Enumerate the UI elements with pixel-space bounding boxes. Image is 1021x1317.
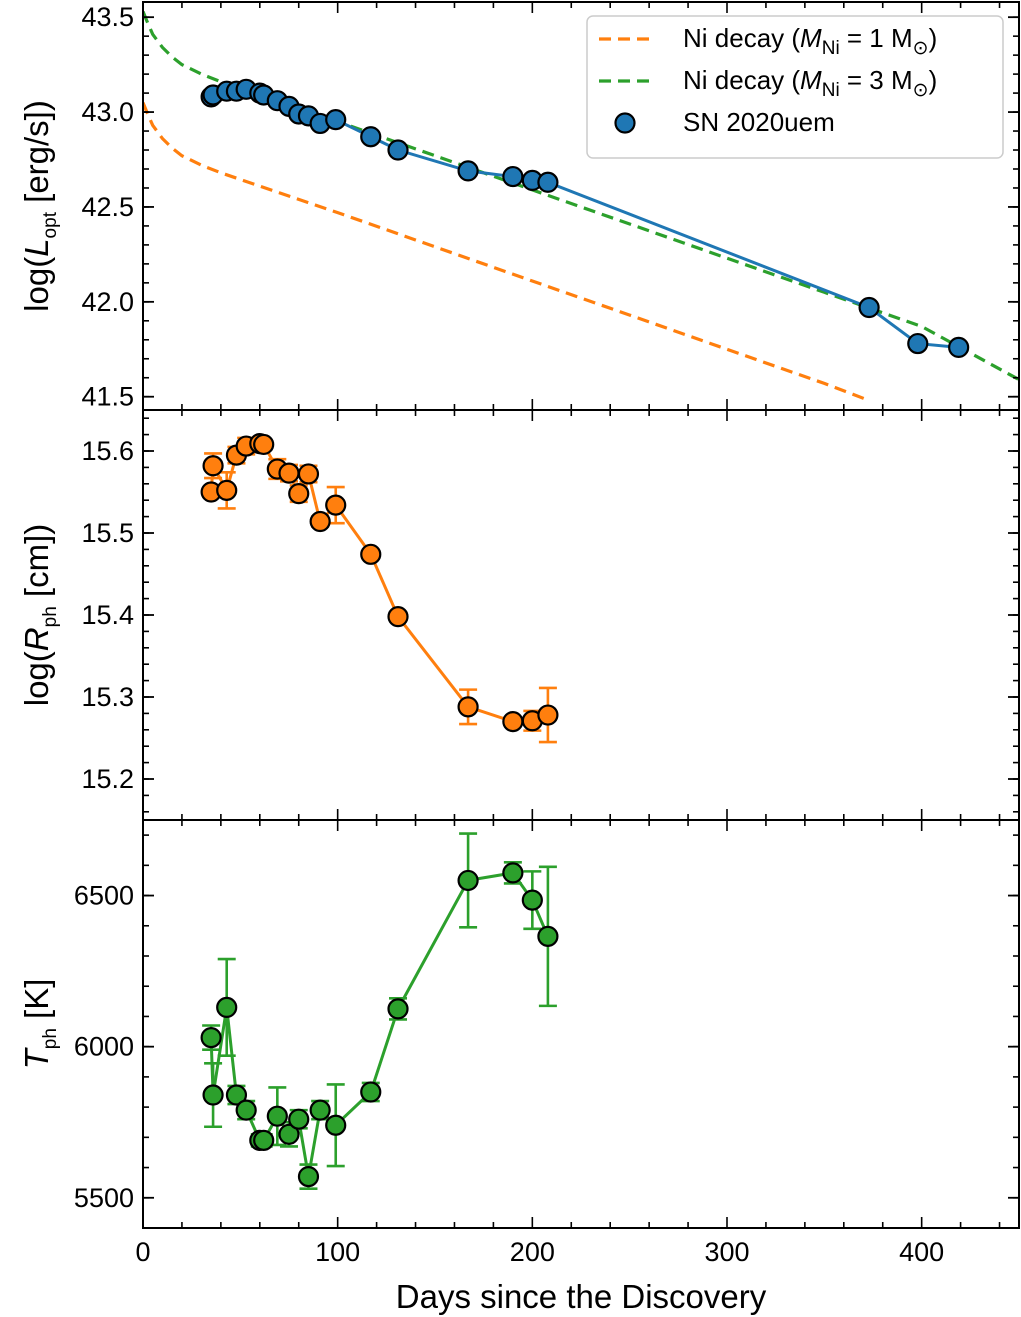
series-ni-decay-m-ni-1-m-sun- xyxy=(143,101,870,402)
y-axis-label-text: log(Lopt [erg/s]) xyxy=(18,100,61,312)
data-point xyxy=(502,862,524,884)
data-point xyxy=(502,710,524,733)
panel-temperature: 5500 6000 6500 0 100 200 300 400 Tph [K] xyxy=(18,820,1019,1267)
series-sn-2020uem xyxy=(200,832,559,1191)
panel-radius: 15.2 15.3 15.4 15.5 15.6 log(Rph [cm]) xyxy=(18,410,1019,820)
temperature-plot-area xyxy=(200,832,559,1191)
data-point xyxy=(537,704,559,726)
y-tick-label: 15.3 xyxy=(81,682,134,712)
data-point xyxy=(216,996,238,1018)
y-axis-label-text: Tph [K] xyxy=(18,979,61,1070)
data-point xyxy=(216,479,238,501)
data-point xyxy=(235,1099,257,1121)
y-tick-label: 6500 xyxy=(74,881,134,911)
data-point xyxy=(266,1105,288,1127)
series-sn-2020uem xyxy=(200,78,970,358)
data-point xyxy=(907,332,929,355)
data-point xyxy=(200,1026,222,1049)
data-point xyxy=(325,1114,347,1136)
data-point xyxy=(457,696,479,718)
x-tick-label: 400 xyxy=(899,1237,944,1267)
data-point xyxy=(202,1084,224,1106)
data-point xyxy=(225,1084,248,1106)
data-point xyxy=(948,336,970,358)
legend-swatch xyxy=(614,112,636,134)
x-tick-label: 0 xyxy=(135,1237,150,1267)
x-tick-label: 100 xyxy=(315,1237,360,1267)
data-point xyxy=(360,126,382,148)
radius-plot-area xyxy=(200,433,559,744)
y-tick-label: 43.0 xyxy=(81,97,134,127)
data-point xyxy=(288,483,310,505)
y-tick-label: 41.5 xyxy=(81,382,134,412)
data-point xyxy=(521,889,543,911)
legend-item: SN 2020uem xyxy=(614,107,835,137)
data-point xyxy=(253,1129,275,1151)
luminosity-ticks: 41.5 42.0 42.5 43.0 43.5 xyxy=(81,2,1019,412)
legend-label: Ni decay (MNi = 3 M⊙) xyxy=(683,65,937,101)
data-point xyxy=(457,869,479,892)
legend-item: Ni decay (MNi = 1 M⊙) xyxy=(599,23,937,59)
radius-y-axis-label: log(Rph [cm]) xyxy=(18,524,61,707)
data-point xyxy=(325,494,347,516)
data-point xyxy=(537,925,559,947)
y-tick-label: 15.6 xyxy=(81,436,134,466)
data-point xyxy=(288,1108,310,1130)
panel-luminosity: 41.5 42.0 42.5 43.0 43.5 log(Lopt [erg/s]) N… xyxy=(18,2,1019,412)
y-tick-label: 15.5 xyxy=(81,518,134,548)
data-point xyxy=(537,171,559,193)
data-point xyxy=(387,606,409,628)
data-point xyxy=(297,463,320,485)
data-point xyxy=(278,1123,300,1145)
data-point xyxy=(202,455,224,477)
y-tick-label: 43.5 xyxy=(81,2,134,32)
legend-item: Ni decay (MNi = 3 M⊙) xyxy=(599,65,937,101)
data-point xyxy=(387,139,409,161)
y-tick-label: 6000 xyxy=(74,1032,134,1062)
data-point xyxy=(309,510,331,533)
x-tick-label: 200 xyxy=(510,1237,555,1267)
data-point xyxy=(253,433,275,456)
legend-box xyxy=(586,15,1004,159)
data-point xyxy=(278,462,300,484)
series-sn-2020uem xyxy=(200,433,559,744)
data-line xyxy=(209,442,549,724)
data-point xyxy=(387,998,409,1020)
temperature-y-axis-label: Tph [K] xyxy=(18,979,61,1070)
data-point xyxy=(858,296,880,319)
radius-ticks: 15.2 15.3 15.4 15.5 15.6 xyxy=(81,410,1019,820)
data-point xyxy=(325,109,347,131)
legend-label: SN 2020uem xyxy=(683,107,835,137)
luminosity-plot-area xyxy=(143,10,1019,402)
data-point xyxy=(502,165,524,188)
legend-label: Ni decay (MNi = 1 M⊙) xyxy=(683,23,937,59)
data-point xyxy=(457,160,479,182)
y-axis-label-text: log(Rph [cm]) xyxy=(18,524,61,707)
legend: Ni decay (MNi = 1 M⊙) Ni decay (MNi = 3 M… xyxy=(586,15,1004,159)
y-tick-label: 15.4 xyxy=(81,600,134,630)
data-point xyxy=(360,543,382,565)
y-tick-label: 5500 xyxy=(74,1183,134,1213)
data-point xyxy=(360,1081,382,1103)
luminosity-y-axis-label: log(Lopt [erg/s]) xyxy=(18,100,61,312)
y-tick-label: 15.2 xyxy=(81,764,134,794)
frame-bottom xyxy=(142,819,1020,1229)
model-line xyxy=(143,101,870,402)
data-point xyxy=(309,1099,331,1121)
x-tick-label: 300 xyxy=(704,1237,749,1267)
x-axis-label: Days since the Discovery xyxy=(396,1278,767,1315)
y-tick-label: 42.0 xyxy=(81,287,134,317)
data-point xyxy=(297,1166,320,1188)
y-tick-label: 42.5 xyxy=(81,192,134,222)
